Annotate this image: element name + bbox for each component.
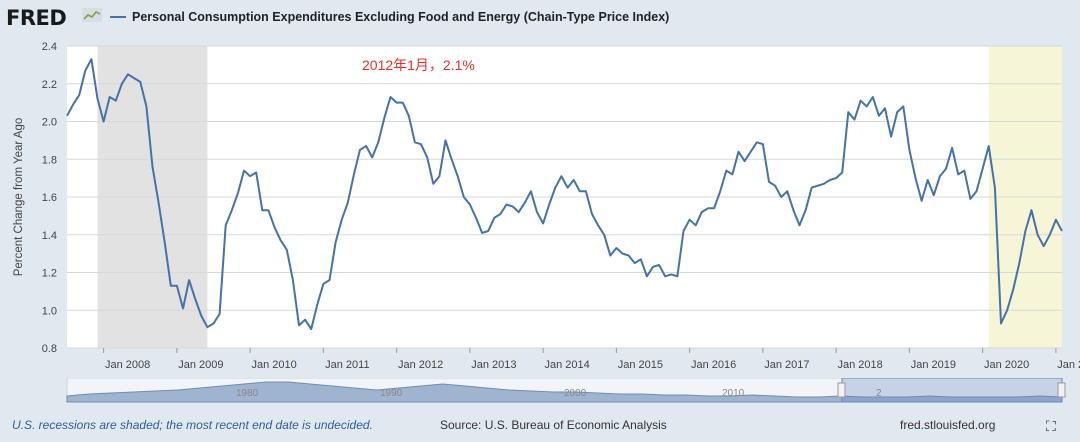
x-tick-label: Jan 2008	[105, 359, 150, 371]
x-tick-label: Jan 2011	[325, 359, 369, 371]
series-title: Personal Consumption Expenditures Exclud…	[132, 10, 670, 24]
y-tick-label: 2.4	[42, 41, 57, 53]
navigator-svg: 1980 1990 2000 2010 2	[66, 377, 1066, 403]
chart-area[interactable]: 0.8 1.0 1.2 1.4 1.6 1.8 2.0 2.2 2.4 Jan 2008 Jan 2…	[0, 36, 1080, 376]
chart-header: FRED Personal Consumption Expenditures E…	[0, 0, 1080, 36]
series-line	[66, 58, 1063, 331]
navigator-selection	[841, 377, 1063, 403]
y-tick-label: 1.6	[42, 192, 57, 204]
expand-icon[interactable]: ⛶	[1046, 418, 1056, 434]
y-axis-label: Percent Change from Year Ago	[13, 118, 25, 277]
x-tick-label: Jan 2014	[545, 359, 590, 371]
x-tick-label: Jan 2020	[984, 359, 1029, 371]
navigator-label: 2000	[564, 388, 587, 399]
navigator-label: 1990	[380, 388, 403, 399]
x-tick-label: Jan 2018	[838, 359, 883, 371]
line-chart-icon	[82, 8, 102, 27]
annotation-label: 2012年1月，2.1%	[362, 57, 475, 73]
fred-logo[interactable]: FRED	[6, 6, 67, 30]
y-tick-label: 1.0	[42, 305, 57, 317]
y-tick-label: 1.8	[42, 154, 57, 166]
y-tick-label: 0.8	[42, 343, 57, 355]
navigator-label: 2010	[722, 388, 745, 399]
navigator-label: 2	[876, 388, 882, 399]
legend-swatch	[110, 16, 126, 18]
x-tick-label: Jan 2016	[691, 359, 736, 371]
x-tick-label: Jan 2012	[398, 359, 443, 371]
x-tick-label: Jan 2021	[1057, 359, 1080, 371]
x-tick-label: Jan 2015	[618, 359, 663, 371]
site-link[interactable]: fred.stlouisfed.org	[900, 418, 996, 432]
line-chart: 0.8 1.0 1.2 1.4 1.6 1.8 2.0 2.2 2.4 Jan 2008 Jan 2…	[13, 41, 1080, 371]
source-text: Source: U.S. Bureau of Economic Analysis	[440, 418, 667, 432]
x-tick-label: Jan 2010	[251, 359, 296, 371]
y-tick-label: 1.2	[42, 268, 57, 280]
navigator-handle-left	[837, 382, 846, 398]
y-tick-label: 2.0	[42, 117, 57, 129]
x-tick-label: Jan 2009	[178, 359, 223, 371]
y-tick-label: 2.2	[42, 79, 57, 91]
x-tick-label: Jan 2017	[764, 359, 809, 371]
navigator-label: 1980	[236, 388, 259, 399]
range-navigator[interactable]: 1980 1990 2000 2010 2	[0, 377, 1080, 406]
series-legend: Personal Consumption Expenditures Exclud…	[110, 10, 669, 24]
y-tick-label: 1.4	[42, 230, 57, 242]
x-tick-label: Jan 2019	[911, 359, 956, 371]
navigator-series	[66, 381, 1063, 403]
recession-note: U.S. recessions are shaded; the most rec…	[12, 418, 373, 432]
navigator-handle-right	[1057, 382, 1066, 398]
chart-footer: U.S. recessions are shaded; the most rec…	[0, 412, 1080, 440]
x-tick-label: Jan 2013	[471, 359, 516, 371]
